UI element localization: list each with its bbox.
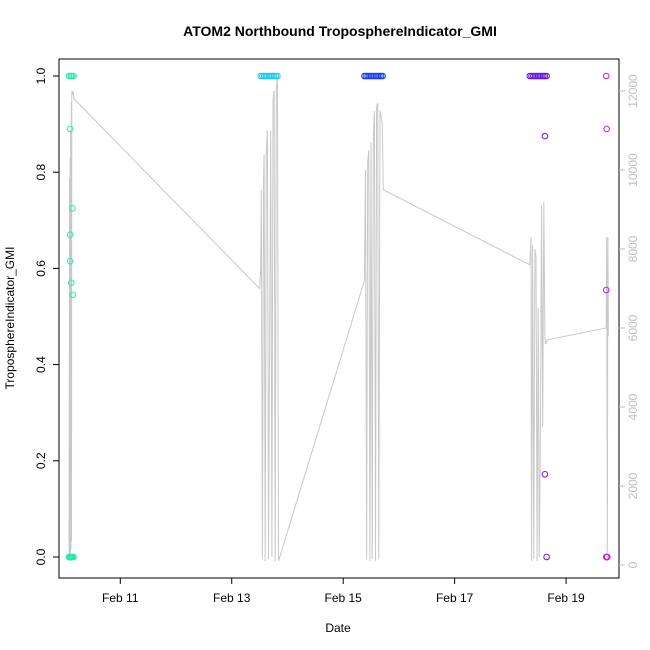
plot-frame: [58, 58, 620, 579]
y-tick-label: 0.6: [34, 260, 48, 277]
data-point: [68, 72, 76, 80]
x-tick-label: Feb 17: [436, 591, 474, 605]
y2-tick-label: 8000: [626, 235, 640, 262]
y-tick-label: 0.8: [34, 164, 48, 181]
y2-tick-label: 2000: [626, 472, 640, 499]
y-tick-label: 0.0: [34, 548, 48, 565]
data-point: [69, 291, 77, 299]
y2-tick-label: 4000: [626, 393, 640, 420]
y-tick-label: 0.2: [34, 452, 48, 469]
data-point: [66, 231, 74, 238]
x-tick-label: Feb 15: [324, 591, 362, 605]
data-point: [66, 257, 74, 265]
data-point: [602, 72, 610, 80]
x-tick-label: Feb 13: [213, 591, 251, 605]
y2-tick-label: 6000: [626, 314, 640, 341]
y2-tick-label: 0: [626, 561, 640, 568]
data-point: [543, 553, 550, 561]
data-point: [274, 72, 281, 80]
data-point: [541, 132, 549, 140]
data-point: [603, 125, 611, 133]
chart-title: ATOM2 Northbound TroposphereIndicator_GM…: [183, 23, 497, 39]
data-point: [604, 553, 611, 561]
plot-area: Feb 11 Feb 13 Feb 15 Feb 17 Feb 19 0.0 0.2 0.4 0…: [34, 58, 640, 605]
x-tick-label: Feb 11: [102, 591, 139, 605]
y2-tick-label: 12000: [626, 74, 640, 108]
data-point: [66, 125, 74, 133]
y2-tick-label: 10000: [626, 153, 640, 187]
data-point: [69, 205, 76, 212]
altitude-line: [68, 79, 609, 562]
y-tick-label: 1.0: [34, 67, 48, 84]
data-point: [543, 72, 550, 80]
data-point: [68, 279, 75, 287]
y-tick-label: 0.4: [34, 356, 48, 373]
data-point: [70, 553, 77, 561]
x-tick-label: Feb 19: [547, 591, 585, 605]
data-point: [541, 471, 549, 478]
x-axis-label: Date: [325, 621, 351, 635]
data-point: [602, 286, 610, 294]
data-point: [379, 72, 387, 80]
y-axis-label: TroposphereIndicator_GMI: [3, 247, 17, 390]
